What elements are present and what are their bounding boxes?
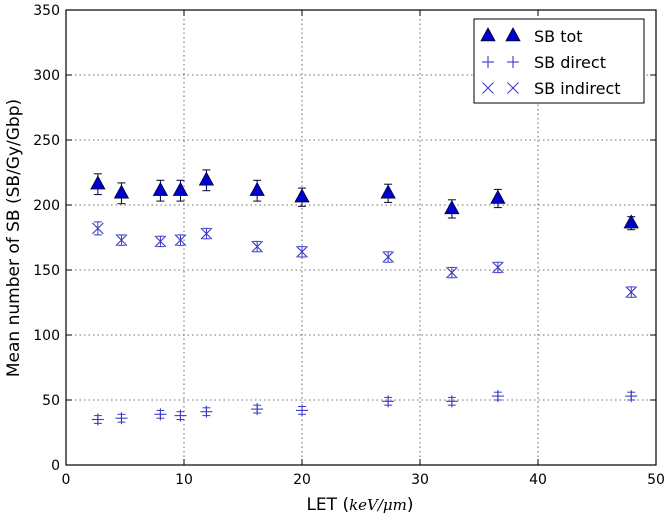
x-axis-title-unit: keV/μm: [349, 496, 407, 514]
sb-indirect-marker-b: [174, 234, 187, 246]
sb-tot-marker: [90, 175, 106, 190]
sb-direct-marker: [115, 412, 128, 425]
legend-sb-tot-marker-a: [480, 27, 496, 42]
legend-sb-direct-label: SB direct: [534, 53, 606, 72]
y-tick-label: 100: [33, 328, 60, 344]
sb-indirect-marker: [491, 261, 504, 274]
sb-direct-marker: [445, 395, 458, 408]
sb-tot-marker: [172, 181, 189, 196]
sb-direct-marker: [174, 409, 187, 422]
sb-indirect-marker: [115, 234, 128, 246]
sb-indirect-marker: [200, 227, 213, 240]
sb-tot-marker: [380, 184, 396, 199]
x-axis-title-suffix: ): [407, 495, 414, 515]
sb-direct-marker: [382, 395, 395, 408]
sb-indirect-marker-b: [200, 227, 213, 240]
legend-sb-indirect-label: SB indirect: [534, 79, 621, 98]
sb-tot-marker: [444, 200, 460, 215]
y-tick-label: 350: [33, 3, 60, 19]
sb-indirect-marker-b: [445, 266, 458, 279]
legend-sb-direct-marker-b: [507, 56, 519, 68]
sb-indirect-marker-b: [115, 234, 128, 246]
data-markers: [90, 171, 639, 426]
x-tick-label: 30: [411, 472, 429, 488]
sb-tot-marker: [198, 171, 215, 186]
sb-direct-marker: [154, 408, 167, 421]
y-tick-label: 250: [33, 133, 60, 149]
sb-indirect-marker: [445, 266, 458, 279]
sb-tot-marker: [249, 181, 265, 196]
legend-sb-indirect-marker-a-b: [482, 82, 494, 94]
legend: SB tot SB direct SB indirect: [473, 18, 645, 104]
sb-direct-marker: [296, 404, 308, 417]
y-tick-label: 50: [42, 393, 60, 409]
sb-tot-marker: [113, 184, 130, 199]
axis-ticks: 0 10 20 30 40 50 0 50 100 150 200 250 300 350: [33, 3, 665, 488]
sb-tot-marker: [490, 189, 506, 204]
sb-indirect-marker: [382, 251, 395, 263]
legend-box: [473, 18, 645, 104]
y-tick-label: 200: [33, 198, 60, 214]
legend-sb-indirect-marker-b-b: [507, 82, 519, 94]
plot-frame: [65, 9, 657, 466]
sb-indirect-marker-b: [625, 286, 638, 298]
sb-indirect-marker-b: [251, 240, 264, 253]
sb-direct-marker: [200, 405, 213, 418]
legend-sb-tot-marker-b: [505, 27, 521, 42]
legend-sb-indirect-marker-a: [482, 82, 494, 94]
sb-tot-marker: [623, 214, 639, 229]
x-tick-label: 0: [62, 472, 71, 488]
sb-indirect-marker-b: [296, 245, 308, 258]
sb-indirect-marker: [296, 245, 308, 258]
legend-sb-tot-label: SB tot: [534, 27, 583, 46]
sb-tot-marker: [152, 181, 169, 196]
sb-direct-marker: [625, 390, 638, 403]
x-tick-label: 10: [175, 472, 193, 488]
x-axis-title-prefix: LET (: [306, 495, 349, 515]
sb-indirect-marker-b: [154, 235, 167, 248]
sb-indirect-marker-b: [491, 261, 504, 274]
error-bars: [93, 169, 636, 424]
y-tick-label: 150: [33, 263, 60, 279]
sb-tot-marker: [294, 188, 310, 203]
sb-indirect-marker-b: [382, 251, 395, 263]
sb-indirect-marker: [251, 240, 264, 253]
sb-indirect-marker-b: [91, 222, 104, 235]
y-axis-title: Mean number of SB (SB/Gy/Gbp): [4, 99, 24, 377]
y-tick-label: 0: [51, 458, 60, 474]
sb-indirect-marker: [91, 222, 104, 235]
sb-indirect-marker: [625, 286, 638, 298]
x-tick-label: 40: [529, 472, 547, 488]
sb-direct-marker: [491, 390, 504, 403]
y-tick-label: 300: [33, 68, 60, 84]
sb-direct-marker: [91, 413, 104, 426]
legend-sb-direct-marker-a: [482, 56, 494, 68]
legend-sb-indirect-marker-b: [507, 82, 519, 94]
sb-direct-marker: [251, 403, 264, 416]
x-axis-title: LET (keV/μm): [306, 495, 413, 515]
x-tick-label: 20: [293, 472, 311, 488]
sb-indirect-marker: [174, 234, 187, 246]
x-tick-label: 50: [647, 472, 665, 488]
sb-indirect-marker: [154, 235, 167, 248]
